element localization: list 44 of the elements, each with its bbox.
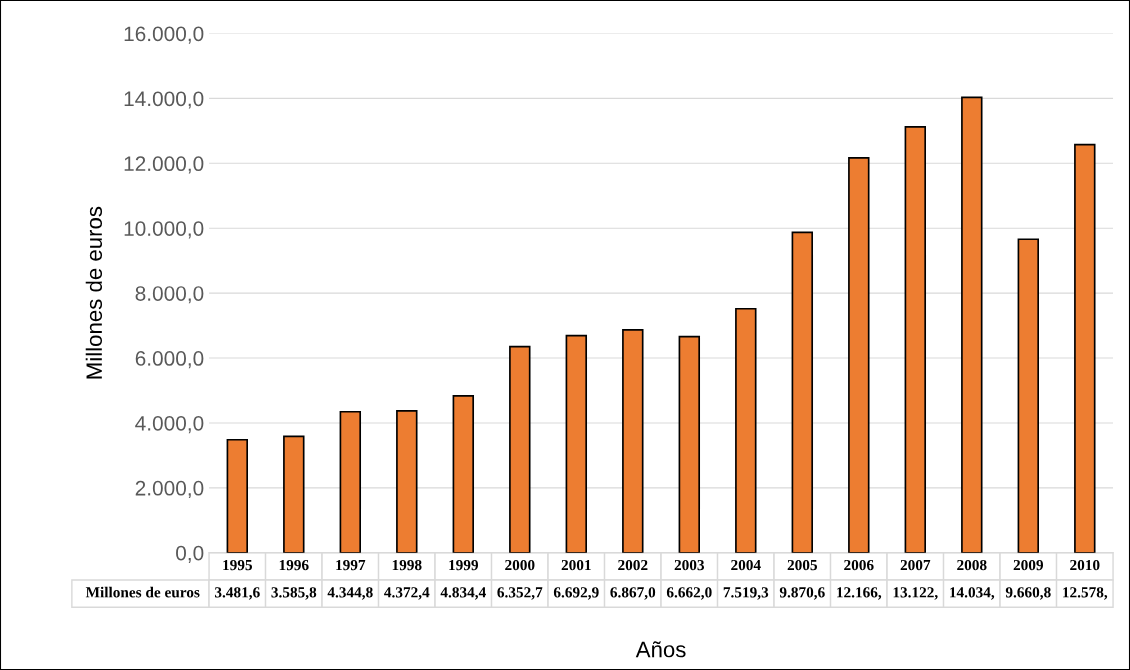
y-tick-label: 12.000,0: [124, 156, 204, 174]
x-tick-label: 2002: [618, 559, 648, 571]
x-tick-label: 2009: [1013, 559, 1044, 571]
data-label: 6.662,0: [666, 587, 712, 600]
data-label: 4.834,4: [440, 587, 486, 600]
y-tick-label: 6.000,0: [135, 351, 204, 369]
data-label: 12.578,: [1063, 587, 1108, 600]
data-label: 9.870,6: [779, 587, 825, 600]
x-tick-label: 1999: [449, 559, 479, 571]
data-label: 4.372,4: [384, 587, 430, 600]
x-tick-label: 1997: [336, 559, 366, 571]
y-tick-label: 4.000,0: [135, 415, 204, 434]
x-axis-title: Años: [635, 641, 686, 658]
x-tick-label: 2000: [505, 559, 535, 571]
x-tick-label: 1995: [223, 559, 253, 571]
data-label: 12.166,: [837, 587, 882, 600]
x-tick-label: 2001: [561, 559, 591, 571]
y-tick-label: 0,0: [176, 545, 204, 563]
y-tick-label: 8.000,0: [135, 286, 204, 304]
data-label: 3.585,8: [271, 587, 317, 600]
data-label: 7.519,3: [723, 587, 769, 600]
data-label: 4.344,8: [327, 587, 373, 600]
y-tick-label: 2.000,0: [135, 480, 204, 499]
data-label: 14.034,: [950, 587, 995, 600]
data-label: 13.122,: [893, 587, 938, 600]
y-tick-label: 16.000,0: [124, 26, 204, 44]
text: Millones de euros: [85, 586, 200, 598]
x-tick-label: 2003: [674, 559, 705, 571]
x-tick-label: 2006: [844, 559, 874, 571]
data-label: 9.660,8: [1005, 587, 1051, 600]
x-tick-label: 1996: [279, 559, 309, 571]
data-label: 6.352,7: [497, 587, 543, 600]
data-label: 3.481,6: [214, 587, 260, 600]
x-tick-label: 2008: [957, 559, 987, 571]
x-tick-label: 2005: [787, 559, 818, 571]
x-tick-label: 2010: [1070, 559, 1100, 571]
x-tick-label: 2004: [731, 559, 761, 571]
data-label: 6.692,9: [553, 587, 599, 600]
data-label: 6.867,0: [610, 587, 656, 600]
y-tick-label: 10.000,0: [124, 221, 204, 239]
y-tick-label: 14.000,0: [124, 91, 204, 109]
x-tick-label: 2007: [900, 559, 931, 571]
x-tick-label: 1998: [392, 559, 422, 571]
y-axis-title: Millones de euros: [85, 206, 103, 379]
